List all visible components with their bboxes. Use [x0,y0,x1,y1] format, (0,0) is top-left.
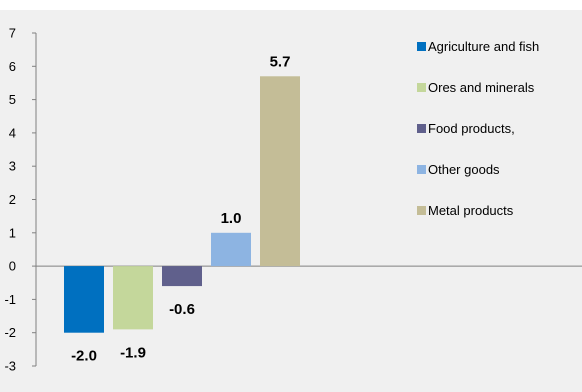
y-tick-label: 1 [9,225,16,240]
y-tick-label: 0 [9,259,16,274]
data-label: 1.0 [221,210,242,227]
legend-swatch [417,206,426,215]
bar [211,232,251,267]
legend-label: Food products, [428,121,515,136]
data-label: -0.6 [169,301,195,318]
y-tick-label: 5 [9,92,16,107]
y-tick-label: 6 [9,59,16,74]
y-tick-label: 4 [9,125,16,140]
bar [64,266,104,333]
y-tick-label: 7 [9,26,16,41]
legend-swatch [417,165,426,174]
legend-swatch [417,42,426,51]
y-tick-label: 2 [9,192,16,207]
legend-swatch [417,124,426,133]
data-labels: -2.0 -1.9 -0.6 1.0 5.7 [71,53,290,364]
y-tick-label: 3 [9,159,16,174]
bar [162,266,202,287]
y-tick-label: -1 [4,292,16,307]
data-label: 5.7 [270,53,291,70]
y-tick-label: -2 [4,325,16,340]
data-label: -2.0 [71,348,97,365]
legend-label: Ores and minerals [428,80,535,95]
legend-swatch [417,83,426,92]
bars [64,76,300,333]
legend: Agriculture and fish Ores and minerals Foo… [417,39,539,218]
legend-label: Agriculture and fish [428,39,539,54]
legend-label: Other goods [428,162,500,177]
legend-label: Metal products [428,203,514,218]
y-tick-label: -3 [4,359,16,374]
bar [113,266,153,330]
bar [260,76,300,267]
data-label: -1.9 [120,344,146,361]
